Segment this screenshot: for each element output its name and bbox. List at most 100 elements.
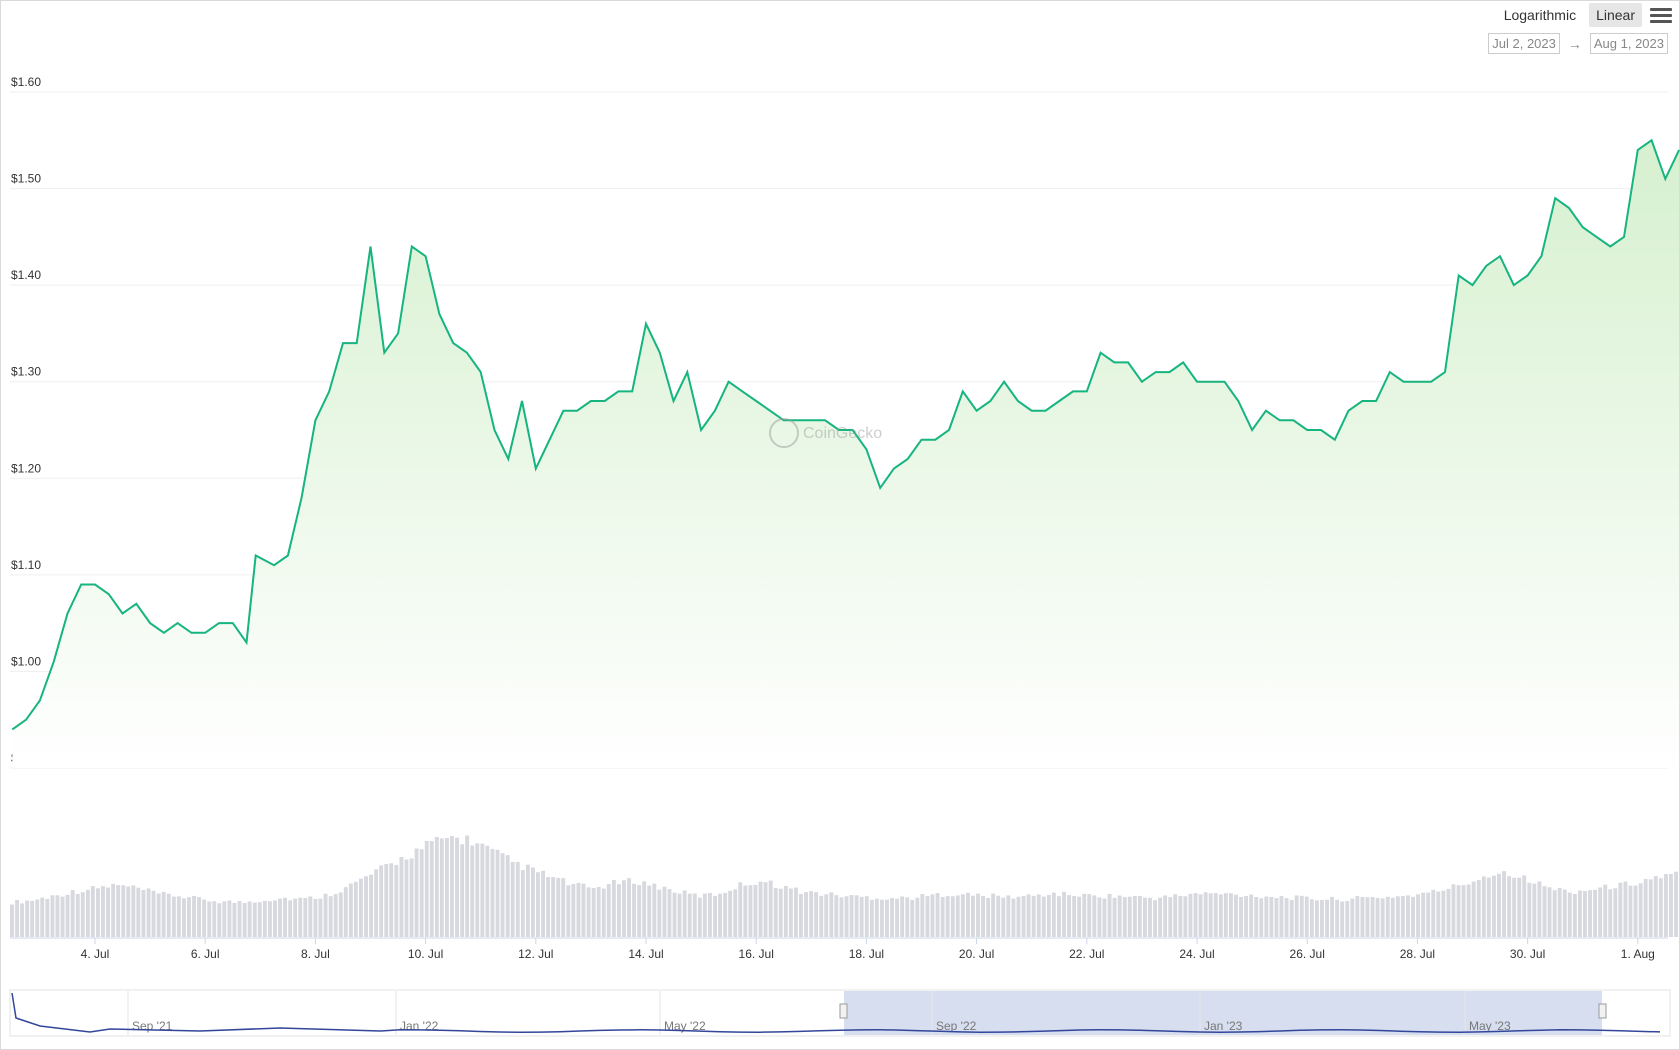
volume-bar — [1588, 890, 1592, 937]
volume-bar — [960, 894, 965, 937]
volume-bar — [561, 878, 566, 937]
volume-bar — [596, 887, 601, 937]
navigator-left-handle[interactable] — [839, 1003, 848, 1019]
volume-bar — [1249, 894, 1254, 937]
volume-bar — [1350, 898, 1355, 937]
volume-bar — [1340, 901, 1345, 937]
volume-bar — [1051, 892, 1056, 937]
volume-bar — [1512, 877, 1517, 937]
volume-bar — [65, 894, 70, 937]
y-tick-label: $1.50 — [11, 172, 41, 186]
volume-bar — [1502, 871, 1506, 937]
volume-bar — [809, 891, 814, 937]
volume-bar — [930, 894, 935, 937]
volume-bar — [697, 897, 702, 937]
volume-bar — [1618, 882, 1623, 937]
volume-bar — [1309, 899, 1314, 937]
volume-bar — [778, 888, 783, 937]
volume-bar — [15, 900, 19, 937]
volume-bar — [369, 874, 373, 937]
x-tick-label: 30. Jul — [1510, 947, 1545, 961]
x-tick-label: 1. Aug — [1621, 947, 1655, 961]
volume-bar — [404, 859, 409, 937]
volume-bar — [1122, 897, 1127, 937]
volume-bar — [991, 893, 996, 937]
volume-bar — [308, 896, 313, 937]
volume-bar — [1143, 897, 1147, 937]
volume-bar — [1041, 896, 1046, 937]
volume-bar — [1153, 900, 1157, 937]
volume-bar — [1486, 877, 1491, 937]
volume-bar — [1183, 896, 1188, 937]
volume-bar — [242, 903, 247, 937]
volume-bar — [525, 864, 530, 937]
volume-bar — [1097, 897, 1102, 937]
volume-bar — [819, 895, 824, 937]
volume-bar — [1416, 894, 1420, 937]
volume-bar — [343, 887, 348, 937]
gecko-logo-icon — [769, 418, 799, 448]
volume-bar — [824, 894, 829, 937]
volume-bar — [399, 857, 404, 937]
volume-bar — [374, 869, 379, 937]
volume-bar — [1562, 889, 1567, 937]
volume-bar — [1653, 876, 1658, 937]
volume-bar — [1669, 873, 1673, 937]
volume-bar — [500, 853, 505, 937]
volume-bar — [682, 890, 687, 937]
volume-bar — [692, 893, 697, 937]
volume-bar — [298, 897, 303, 937]
volume-bar — [1021, 895, 1026, 937]
volume-bar — [1239, 897, 1243, 937]
volume-bar — [262, 900, 267, 937]
volume-bar — [925, 896, 930, 937]
logarithmic-scale-button[interactable]: Logarithmic — [1503, 7, 1577, 23]
volume-bar — [1603, 884, 1608, 937]
volume-bar — [1137, 896, 1142, 937]
watermark-text: CoinGecko — [803, 425, 882, 442]
volume-bar — [257, 902, 262, 937]
volume-bar — [1355, 896, 1360, 937]
price-line — [11, 138, 1680, 731]
volume-bar — [915, 897, 920, 937]
volume-bar — [237, 901, 242, 937]
volume-bar — [20, 903, 24, 937]
volume-bar — [192, 896, 196, 937]
volume-bar — [687, 893, 692, 937]
volume-bar — [35, 899, 40, 937]
volume-bar — [419, 849, 424, 937]
range-start-input[interactable]: Jul 2, 2023 — [1488, 33, 1560, 54]
navigator-right-handle[interactable] — [1598, 1003, 1607, 1019]
volume-bar — [252, 902, 257, 937]
range-end-input[interactable]: Aug 1, 2023 — [1589, 33, 1668, 54]
volume-bar — [1598, 887, 1603, 937]
volume-bar — [1264, 896, 1269, 937]
volume-bar — [708, 893, 712, 937]
volume-bar — [1259, 898, 1264, 937]
navigator-selected-range[interactable] — [844, 991, 1602, 1035]
volume-bar — [667, 889, 672, 937]
linear-scale-button[interactable]: Linear — [1589, 3, 1642, 27]
volume-bar — [702, 893, 707, 937]
volume-bar — [455, 837, 459, 937]
volume-bar — [935, 893, 940, 937]
volume-bar — [1057, 896, 1061, 937]
volume-bar — [586, 887, 591, 937]
volume-bar — [1269, 896, 1274, 937]
volume-bar — [1026, 894, 1031, 937]
y-tick-label: $1.20 — [11, 461, 41, 475]
volume-bar — [424, 841, 429, 937]
volume-bar — [1188, 893, 1193, 937]
volume-bar — [60, 896, 65, 937]
volume-bar — [197, 897, 201, 937]
volume-bar — [799, 893, 803, 937]
volume-bar — [713, 895, 717, 937]
volume-bar — [460, 844, 465, 937]
navigator[interactable]: Sep '21 Jan '22 May '22 Sep '22 Jan '23 May '… — [9, 989, 1671, 1037]
volume-bar — [313, 898, 318, 937]
hamburger-menu-icon[interactable] — [1650, 4, 1672, 26]
volume-bar — [1244, 896, 1248, 937]
volume-bar — [1092, 895, 1097, 937]
volume-bar — [1400, 896, 1405, 937]
volume-bar — [1102, 898, 1107, 937]
